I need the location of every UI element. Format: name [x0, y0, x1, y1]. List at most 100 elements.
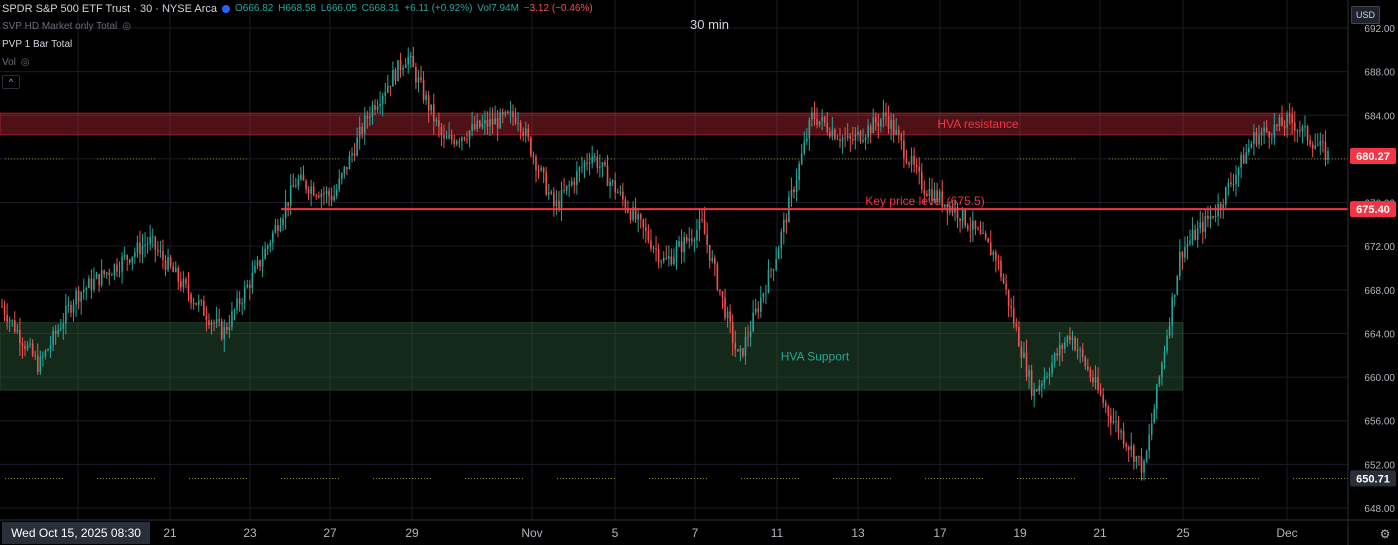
- candle-body: [885, 112, 887, 116]
- candle-body: [26, 344, 29, 350]
- candle-body: [874, 117, 877, 124]
- candle-body: [670, 256, 673, 265]
- candle-body: [887, 115, 890, 129]
- candle-body: [913, 155, 915, 166]
- eye-icon[interactable]: ◎: [122, 21, 131, 32]
- indicator-vol[interactable]: Vol: [2, 57, 16, 68]
- candle-body: [1202, 221, 1204, 233]
- candle-body: [984, 233, 987, 239]
- candle-body: [376, 106, 379, 111]
- candle-body: [1035, 389, 1038, 392]
- candle-body: [662, 257, 665, 262]
- candle-body: [818, 120, 821, 126]
- candle-body: [1133, 445, 1135, 462]
- candle-body: [877, 123, 880, 127]
- price-tick-label: 672.00: [1364, 242, 1395, 253]
- candle-body: [1204, 215, 1207, 233]
- candle-body: [277, 225, 279, 232]
- candle-body: [537, 170, 540, 172]
- candle-body: [1214, 215, 1217, 218]
- candle-body: [1025, 352, 1028, 377]
- candle-body: [323, 193, 325, 195]
- candle-body: [696, 229, 698, 241]
- candle-body: [1125, 444, 1127, 447]
- candle-body: [417, 77, 420, 83]
- open-value: O666.82: [234, 3, 274, 14]
- candle-body: [816, 119, 818, 126]
- candle-body: [468, 131, 471, 140]
- candle-body: [256, 260, 259, 266]
- status-dot-icon: [221, 5, 230, 13]
- candle-body: [182, 279, 185, 288]
- candle-body: [126, 255, 128, 260]
- candle-body: [1012, 308, 1015, 324]
- currency-button[interactable]: USD: [1350, 6, 1380, 24]
- candle-body: [113, 264, 116, 275]
- indicator-pvp[interactable]: PVP 1 Bar Total: [2, 39, 73, 50]
- candle-body: [42, 356, 44, 358]
- candle-body: [72, 304, 75, 313]
- candle-body: [282, 218, 284, 226]
- candle-body: [98, 274, 100, 286]
- candle-body: [724, 297, 726, 319]
- candle-body: [1196, 227, 1199, 240]
- candle-body: [785, 219, 788, 223]
- candle-body: [491, 119, 494, 125]
- candle-body: [65, 305, 67, 324]
- candle-body: [1250, 143, 1253, 148]
- candle-body: [1097, 377, 1099, 390]
- candle-body: [540, 167, 542, 171]
- candle-body: [151, 236, 154, 238]
- candle-body: [918, 166, 921, 172]
- candle-body: [453, 139, 456, 145]
- price-tick-label: 660.00: [1364, 373, 1395, 384]
- candle-body: [1122, 430, 1125, 445]
- candle-body: [964, 208, 967, 226]
- indicator-svp[interactable]: SVP HD Market only Total: [2, 21, 118, 32]
- candle-body: [729, 311, 731, 323]
- candle-body: [752, 312, 754, 332]
- candle-body: [1153, 408, 1156, 424]
- grid: [0, 0, 1353, 520]
- candle-body: [1107, 406, 1110, 416]
- candle-body: [159, 251, 162, 253]
- candle-body: [609, 181, 611, 186]
- time-tick-label: 5: [612, 526, 619, 540]
- candle-body: [394, 69, 397, 82]
- ohlc-values: O666.82 H668.58 L666.05 C668.31 +6.11 (+…: [235, 3, 595, 15]
- candle-body: [1316, 145, 1319, 147]
- candle-body: [1255, 132, 1258, 145]
- candle-body: [264, 248, 266, 260]
- candle-body: [162, 251, 164, 260]
- candle-body: [128, 259, 131, 263]
- price-label-badge: [1350, 147, 1396, 164]
- candle-body: [1, 306, 3, 308]
- eye-icon[interactable]: ◎: [20, 57, 30, 68]
- candle-body: [1140, 456, 1143, 473]
- candle-body: [726, 311, 729, 319]
- candle-body: [979, 229, 982, 234]
- candle-body: [836, 138, 839, 140]
- time-tick-label: Dec: [1276, 526, 1297, 540]
- symbol-title[interactable]: SPDR S&P 500 ETF Trust · 30 · NYSE Arca: [2, 3, 217, 15]
- candle-body: [1058, 344, 1061, 356]
- candle-body: [1242, 154, 1245, 164]
- candle-body: [601, 162, 604, 167]
- candle-body: [1074, 337, 1076, 350]
- collapse-legend-button[interactable]: ^: [2, 75, 20, 89]
- candle-body: [146, 243, 149, 245]
- candle-body: [1286, 114, 1288, 128]
- gear-icon[interactable]: ⚙: [1379, 527, 1391, 541]
- time-tick-label: 17: [933, 526, 947, 540]
- candle-body: [1301, 126, 1304, 132]
- candle-body: [478, 120, 481, 127]
- candle-body: [1005, 283, 1007, 290]
- candle-body: [1306, 126, 1309, 141]
- time-tick-label: 7: [692, 526, 699, 540]
- time-tick-label: 23: [243, 526, 257, 540]
- candle-body: [974, 220, 977, 229]
- candle-body: [118, 271, 121, 273]
- candle-body: [803, 141, 806, 154]
- candle-body: [573, 181, 576, 185]
